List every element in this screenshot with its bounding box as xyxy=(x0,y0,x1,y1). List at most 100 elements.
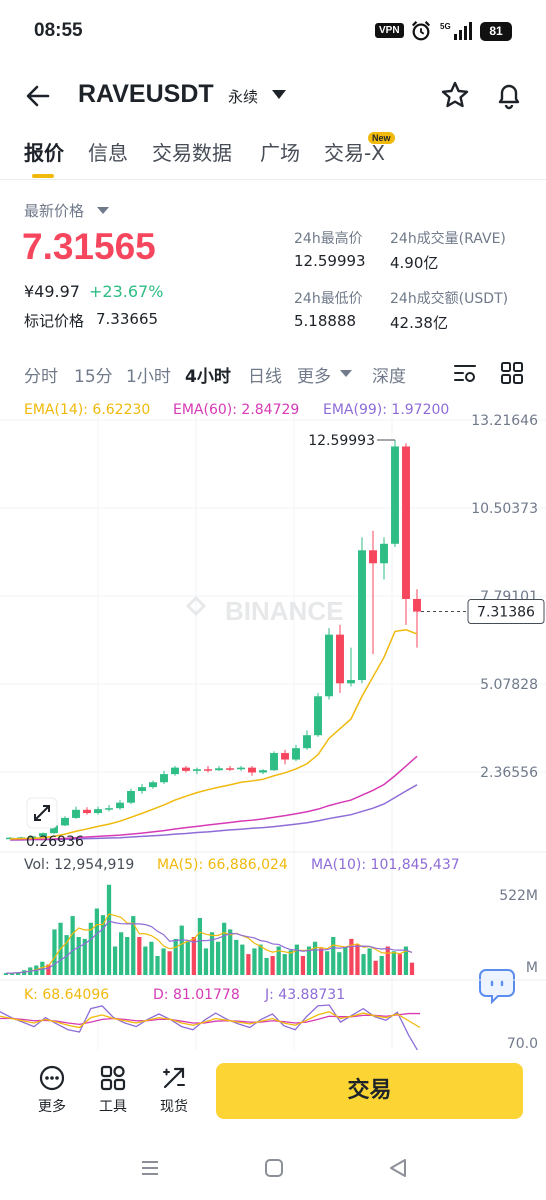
layout-grid-icon[interactable] xyxy=(499,360,525,386)
volume-bar-up xyxy=(82,938,87,975)
volume-bar-up xyxy=(179,925,184,975)
volume-bar-up xyxy=(112,946,118,975)
tab-trading-data[interactable]: 交易数据 xyxy=(152,141,232,165)
volume-bar-up xyxy=(276,946,281,975)
candle-down xyxy=(336,634,344,684)
spot-swap-icon xyxy=(163,1067,185,1089)
interval-timeshare[interactable]: 分时 xyxy=(24,367,58,387)
candle-up xyxy=(270,753,278,771)
volume-axis-label: M xyxy=(526,960,538,976)
volume-bar-up xyxy=(325,951,330,975)
home-icon[interactable] xyxy=(262,1156,286,1180)
fullscreen-icon[interactable] xyxy=(26,797,58,829)
volume-bar-down xyxy=(191,937,196,975)
volume-bar-up xyxy=(70,916,75,975)
ema99-line xyxy=(10,784,418,841)
candle-up xyxy=(259,770,267,773)
tab-info[interactable]: 信息 xyxy=(88,141,128,165)
candle-up xyxy=(358,550,366,681)
symbol-dropdown-icon[interactable] xyxy=(272,90,286,99)
low-marker-label: 0.26936 xyxy=(26,834,84,850)
notification-bell-icon[interactable] xyxy=(494,80,524,110)
volume-ma5-line xyxy=(6,913,413,974)
spot-button[interactable]: 现货 xyxy=(150,1064,198,1116)
volume-bar-up xyxy=(343,946,348,975)
bottom-action-bar: 更多 工具 现货 交易 xyxy=(0,1052,546,1132)
low-24h-value: 5.18888 xyxy=(294,312,357,330)
price-change: +23.67% xyxy=(89,282,164,301)
candle-up xyxy=(61,817,69,826)
price-type-dropdown-icon[interactable] xyxy=(97,207,109,214)
interval-1d[interactable]: 日线 xyxy=(248,367,282,387)
interval-more[interactable]: 更多 xyxy=(297,367,331,387)
interval-15m[interactable]: 15分 xyxy=(74,367,113,387)
recent-apps-icon[interactable] xyxy=(138,1156,162,1180)
last-price-label[interactable]: 最新价格 xyxy=(24,202,85,220)
volume-axis-label: 522M xyxy=(499,888,538,904)
candle-up xyxy=(160,774,168,783)
volume-usdt-label: 24h成交额(USDT) xyxy=(390,291,509,307)
signal-icon: 5G xyxy=(440,22,472,40)
candle-up xyxy=(347,680,355,684)
mark-price: 7.33665 xyxy=(96,310,159,328)
volume-usdt-value: 42.38亿 xyxy=(390,314,448,332)
volume-bar-up xyxy=(88,922,93,975)
tools-button[interactable]: 工具 xyxy=(89,1064,137,1116)
interval-1h[interactable]: 1小时 xyxy=(126,367,171,387)
volume-bar-up xyxy=(379,956,384,975)
candle-up xyxy=(28,836,36,838)
spot-label: 现货 xyxy=(160,1099,188,1115)
candle-up xyxy=(171,767,179,775)
volume-bar-down xyxy=(409,962,415,975)
more-dropdown-icon[interactable] xyxy=(340,370,352,377)
volume-bar-down xyxy=(300,956,306,975)
ma10-legend: MA(10): 101,845,437 xyxy=(311,857,460,873)
volume-bar-up xyxy=(161,948,166,975)
volume-legend: Vol: 12,954,919 MA(5): 66,886,024 MA(10)… xyxy=(0,857,546,877)
volume-bar-up xyxy=(240,944,245,975)
tab-trade-x[interactable]: 交易-X xyxy=(324,141,385,165)
symbol-title[interactable]: RAVEUSDT xyxy=(78,80,214,108)
candle-down xyxy=(182,767,190,771)
battery-icon: 81 xyxy=(480,22,512,41)
more-icon xyxy=(39,1065,65,1091)
indicator-settings-icon[interactable] xyxy=(452,360,478,386)
volume-bar-up xyxy=(15,972,21,975)
current-price-tag xyxy=(467,598,545,624)
favorite-star-icon[interactable] xyxy=(440,80,470,110)
interval-4h[interactable]: 4小时 xyxy=(185,367,231,387)
binance-watermark: BINANCE xyxy=(225,596,343,626)
more-button[interactable]: 更多 xyxy=(28,1064,76,1116)
ai-assistant-icon[interactable] xyxy=(479,969,515,1005)
new-badge: New xyxy=(368,132,395,144)
back-nav-icon[interactable] xyxy=(386,1156,410,1180)
price-axis-label: 13.21646 xyxy=(471,413,538,429)
volume-bar-up xyxy=(361,954,366,975)
high-24h-value: 12.59993 xyxy=(294,252,366,270)
volume-bar-up xyxy=(64,935,69,975)
candle-down xyxy=(413,598,421,612)
contract-type[interactable]: 永续 xyxy=(228,88,259,106)
kdj-k-line xyxy=(0,1011,421,1029)
volume-bar-up xyxy=(228,929,233,975)
low-24h-label: 24h最低价 xyxy=(294,291,363,307)
back-arrow-icon[interactable] xyxy=(24,82,52,110)
trade-button[interactable]: 交易 xyxy=(216,1063,523,1119)
high-24h-label: 24h最高价 xyxy=(294,231,363,247)
volume-bar-up xyxy=(264,957,269,975)
volume-bar-up xyxy=(173,938,178,975)
status-bar: 08:55 VPN 5G 81 xyxy=(0,0,546,64)
volume-bar-down xyxy=(137,937,142,975)
tab-square[interactable]: 广场 xyxy=(260,141,300,165)
interval-depth[interactable]: 深度 xyxy=(372,367,406,387)
candle-up xyxy=(127,790,135,803)
candle-down xyxy=(402,446,410,599)
tab-quote[interactable]: 报价 xyxy=(24,141,64,165)
price-axis-label: 2.36556 xyxy=(480,765,538,781)
volume-bar-down xyxy=(270,956,275,975)
kline-chart[interactable]: BINANCE13.2164610.503737.791015.078282.3… xyxy=(0,400,546,1050)
current-price-label: 7.31386 xyxy=(477,604,535,620)
volume-bar-down xyxy=(246,954,251,975)
volume-bar-up xyxy=(9,973,15,975)
candle-up xyxy=(314,696,322,736)
